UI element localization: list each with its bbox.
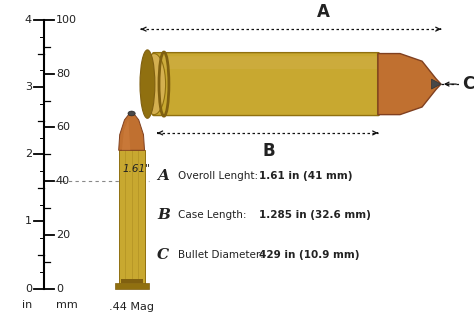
Polygon shape [378, 54, 441, 115]
Polygon shape [431, 79, 441, 89]
Text: mm: mm [56, 300, 78, 311]
Text: Overoll Lenght:: Overoll Lenght: [178, 171, 258, 181]
Text: 100: 100 [56, 15, 77, 25]
FancyBboxPatch shape [154, 56, 378, 69]
Polygon shape [118, 111, 145, 150]
Text: C: C [462, 75, 474, 93]
Text: B: B [157, 208, 170, 222]
Text: 80: 80 [56, 69, 70, 79]
Text: 60: 60 [56, 122, 70, 133]
Text: 1: 1 [25, 216, 32, 226]
Text: 40: 40 [56, 176, 70, 186]
Ellipse shape [140, 50, 155, 118]
Text: 20: 20 [56, 230, 70, 240]
Ellipse shape [143, 54, 165, 115]
FancyBboxPatch shape [153, 53, 379, 116]
Text: 429 in (10.9 mm): 429 in (10.9 mm) [259, 250, 359, 260]
Text: in: in [22, 300, 32, 311]
Text: A: A [157, 169, 169, 183]
Text: 2: 2 [25, 149, 32, 159]
Bar [115, 283, 149, 289]
Text: 1.61 in (41 mm): 1.61 in (41 mm) [259, 171, 352, 181]
Text: C: C [157, 248, 169, 262]
Text: 0: 0 [25, 284, 32, 294]
Text: 1.285 in (32.6 mm): 1.285 in (32.6 mm) [259, 210, 371, 220]
Text: Bullet Diameter:: Bullet Diameter: [178, 250, 264, 260]
Text: 4: 4 [25, 15, 32, 25]
Text: Case Length:: Case Length: [178, 210, 246, 220]
Polygon shape [122, 119, 130, 150]
Text: 3: 3 [25, 82, 32, 92]
Text: B: B [262, 142, 275, 160]
Circle shape [128, 111, 135, 116]
Text: 1.61": 1.61" [122, 164, 150, 174]
Polygon shape [118, 150, 145, 286]
Text: A: A [317, 3, 329, 21]
Text: .44 Mag: .44 Mag [109, 302, 154, 312]
Text: 0: 0 [56, 284, 63, 294]
Bar [120, 279, 143, 283]
